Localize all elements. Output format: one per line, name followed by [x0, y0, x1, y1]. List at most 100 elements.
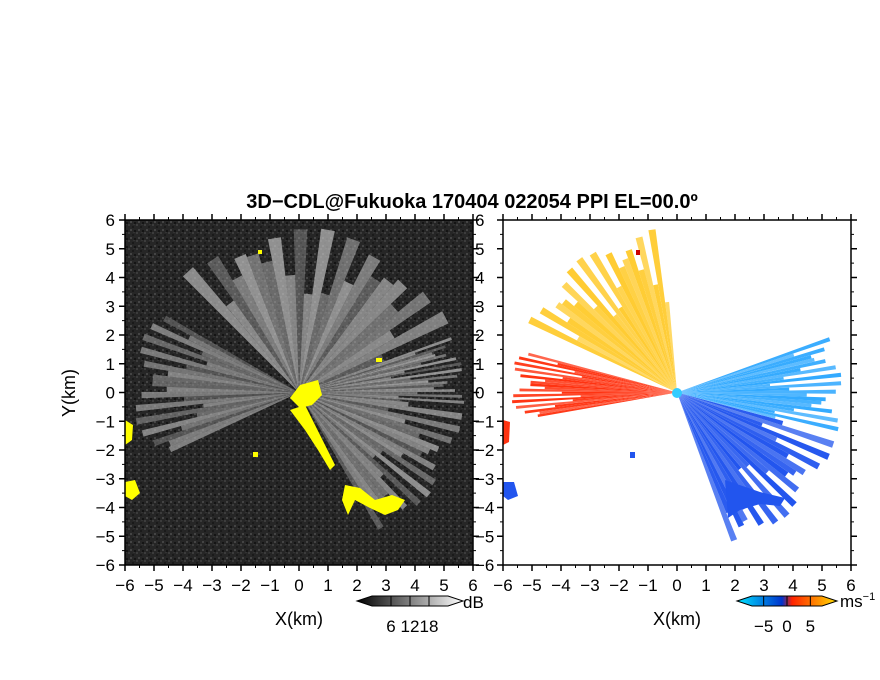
left-sector-ray [299, 353, 447, 393]
right-sector-ray [554, 392, 677, 408]
right-sector-ray [677, 392, 776, 419]
left-sector-ray [246, 253, 299, 393]
right-sector-ray [677, 383, 771, 393]
yellow-patch-trail [290, 405, 335, 470]
left-sector-ray [141, 392, 299, 437]
right-sector-ray [677, 353, 795, 393]
left-y-tick-label-right: −1 [475, 412, 494, 431]
figure-title: 3D−CDL@Fukuoka 170404 022054 PPI EL=00.0… [246, 191, 698, 213]
left-sector-ray [153, 392, 299, 446]
left-x-tick-label: −3 [202, 576, 221, 595]
right-sector-ray [677, 392, 742, 471]
right-sector-ray [520, 374, 677, 393]
right-sector-ray [677, 392, 748, 510]
right-sector-ray [677, 392, 790, 518]
left-colorbar-tick-label: 18 [420, 617, 439, 636]
right-x-tick-label: −3 [580, 576, 599, 595]
right-sector-ray [677, 355, 812, 393]
left-sector-ray [285, 274, 299, 393]
left-sector-ray [299, 392, 436, 486]
right-sector-ray [677, 392, 826, 402]
right-sector-ray [567, 317, 677, 393]
left-sector-ray [168, 392, 299, 453]
right-sector-ray [616, 285, 677, 393]
right-x-tick-label: 6 [846, 576, 855, 595]
left-y-tick-label: 4 [106, 269, 115, 288]
right-sector-ray [519, 388, 677, 393]
left-y-tick-label: −2 [96, 441, 115, 460]
right-sector-ray [677, 392, 797, 476]
left-sector-ray [207, 256, 299, 393]
left-y-ticks: −6 −5 −4 −3 −2 −1 0 1 2 3 4 5 6 −6 −5 −4 −3 −2 −1 0 1 2 3 4 5 6 [96, 211, 495, 575]
right-sector-ray [561, 299, 677, 393]
left-sector-ray [299, 293, 313, 393]
right-sector-ray [677, 392, 747, 491]
left-sector-ray [299, 392, 376, 459]
right-sector-ray [677, 392, 795, 412]
left-y-tick-label-right: 1 [475, 355, 484, 374]
yellow-patch-southeast [342, 485, 405, 515]
right-sector-ray [677, 389, 836, 394]
left-sector-ray [203, 392, 299, 408]
left-sector-ray [152, 380, 299, 393]
right-sector-ray [518, 356, 677, 393]
right-sector-ray [677, 392, 763, 427]
right-sector-ray [561, 282, 677, 393]
left-y-tick-label: 6 [106, 211, 115, 230]
left-y-tick-label: −5 [96, 527, 115, 546]
right-sector-ray [677, 392, 838, 423]
left-sector-ray [183, 392, 299, 402]
left-sector-ray [299, 392, 453, 444]
right-sector-ray [625, 249, 677, 393]
left-sector-ray [299, 387, 434, 393]
left-sector-ray [152, 374, 299, 393]
left-sector-ray [135, 392, 299, 425]
right-sector-ray [514, 361, 677, 393]
right-colorbar-ticks: −5 0 5 [754, 596, 815, 636]
right-sector-ray [677, 392, 789, 477]
left-sector-ray [299, 352, 416, 393]
right-sector-ray [562, 377, 677, 393]
right-sector-ray [593, 305, 677, 393]
left-sector-ray [299, 392, 389, 412]
left-x-tick-label: 0 [294, 576, 303, 595]
right-sector-ray [665, 301, 677, 393]
left-sector-ray [299, 392, 388, 515]
left-yellow-patches [125, 250, 405, 515]
left-y-tick-label-right: 0 [475, 384, 484, 403]
right-x-tick-label: −6 [493, 576, 512, 595]
right-sector-ray [576, 336, 677, 393]
left-colorbar-unit: dB [463, 593, 484, 612]
left-sector-ray [299, 392, 462, 398]
right-sector-ray [677, 387, 790, 393]
yellow-patch-east [376, 358, 382, 362]
left-sector-ray [299, 277, 394, 393]
left-sector-ray [299, 392, 399, 398]
left-sector-ray [166, 386, 299, 393]
left-sector-ray [299, 228, 335, 393]
right-sector-ray [613, 314, 677, 393]
left-y-tick-label: −4 [96, 499, 115, 518]
left-y-tick-label-right: 5 [475, 240, 484, 259]
right-sector-ray [566, 267, 677, 393]
right-sector-ray [677, 392, 732, 514]
left-x-tick-label: 2 [352, 576, 361, 595]
left-y-axis-label: Y(km) [59, 369, 79, 417]
yellow-patch-north [258, 250, 262, 254]
right-sector-ray [618, 306, 677, 393]
left-sector-ray [186, 364, 299, 393]
left-x-ticks: −6 −5 −4 −3 −2 −1 0 1 2 3 4 5 6 [115, 214, 478, 595]
left-sector-ray [226, 300, 299, 393]
left-y-tick-label-right: −3 [475, 470, 494, 489]
left-sector-ray [142, 333, 299, 393]
left-sector-ray [299, 392, 406, 424]
right-extra-patches [503, 250, 785, 518]
left-sector-ray [299, 303, 398, 393]
left-sector-ray [206, 361, 299, 393]
left-y-tick-label: 2 [106, 326, 115, 345]
right-x-ticks: −6 −5 −4 −3 −2 −1 0 1 2 3 4 5 6 [493, 214, 856, 595]
left-sector-ray [163, 315, 299, 393]
right-sector-ray [589, 251, 677, 393]
